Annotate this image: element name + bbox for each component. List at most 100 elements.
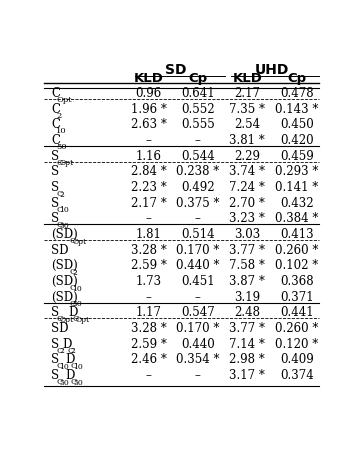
- Text: –: –: [195, 134, 201, 147]
- Text: 0.641: 0.641: [181, 87, 215, 100]
- Text: 0.440: 0.440: [181, 338, 215, 351]
- Text: 0.420: 0.420: [280, 134, 313, 147]
- Text: 2.63 *: 2.63 *: [131, 118, 166, 131]
- Text: C: C: [69, 284, 76, 292]
- Text: 0.544: 0.544: [181, 150, 215, 163]
- Text: 2.59 *: 2.59 *: [131, 338, 166, 351]
- Text: 2.17 *: 2.17 *: [131, 197, 166, 210]
- Text: 50: 50: [59, 222, 69, 230]
- Text: S: S: [51, 353, 59, 366]
- Text: 0.102 *: 0.102 *: [275, 259, 318, 272]
- Text: 7.35 *: 7.35 *: [229, 103, 265, 116]
- Text: 7.14 *: 7.14 *: [229, 338, 265, 351]
- Text: 0.354 *: 0.354 *: [176, 353, 219, 366]
- Text: 0.384 *: 0.384 *: [275, 213, 318, 225]
- Text: –: –: [195, 213, 201, 225]
- Text: S: S: [51, 369, 59, 382]
- Text: C: C: [56, 206, 62, 213]
- Text: 50: 50: [59, 379, 69, 387]
- Text: C: C: [70, 362, 76, 370]
- Text: S: S: [51, 165, 59, 178]
- Text: 0.375 *: 0.375 *: [176, 197, 219, 210]
- Text: 3.81 *: 3.81 *: [229, 134, 265, 147]
- Text: 2: 2: [56, 112, 61, 120]
- Text: 0.409: 0.409: [280, 353, 314, 366]
- Text: 50: 50: [73, 300, 82, 308]
- Text: C: C: [56, 362, 62, 370]
- Text: –: –: [145, 134, 152, 147]
- Text: 0.441: 0.441: [280, 306, 313, 319]
- Text: 10: 10: [56, 127, 67, 135]
- Text: 10: 10: [59, 207, 69, 214]
- Text: 0.492: 0.492: [181, 181, 215, 194]
- Text: –: –: [195, 291, 201, 304]
- Text: –: –: [195, 369, 201, 382]
- Text: 1.81: 1.81: [136, 228, 161, 241]
- Text: 0.440 *: 0.440 *: [176, 259, 219, 272]
- Text: 2.98 *: 2.98 *: [229, 353, 265, 366]
- Text: Opt: Opt: [59, 159, 74, 167]
- Text: C: C: [56, 378, 62, 386]
- Text: Opt: Opt: [76, 316, 90, 324]
- Text: 10: 10: [73, 363, 83, 371]
- Text: C: C: [51, 87, 60, 100]
- Text: 2.54: 2.54: [234, 118, 260, 131]
- Text: S: S: [51, 338, 59, 351]
- Text: 10: 10: [59, 363, 69, 371]
- Text: 2: 2: [59, 347, 64, 355]
- Text: –: –: [145, 213, 152, 225]
- Text: 0.451: 0.451: [181, 275, 215, 288]
- Text: 7.58 *: 7.58 *: [229, 259, 265, 272]
- Text: 0.141 *: 0.141 *: [275, 181, 318, 194]
- Text: 3.28 *: 3.28 *: [131, 322, 166, 335]
- Text: 0.368: 0.368: [280, 275, 313, 288]
- Text: C: C: [73, 315, 79, 323]
- Text: 0.555: 0.555: [181, 118, 215, 131]
- Text: 0.374: 0.374: [280, 369, 314, 382]
- Text: 1.96 *: 1.96 *: [131, 103, 166, 116]
- Text: 0.371: 0.371: [280, 291, 313, 304]
- Text: C: C: [56, 315, 62, 323]
- Text: 2: 2: [73, 269, 78, 277]
- Text: Cp: Cp: [287, 73, 306, 85]
- Text: 50: 50: [73, 379, 83, 387]
- Text: 0.450: 0.450: [280, 118, 314, 131]
- Text: S: S: [51, 181, 59, 194]
- Text: 2.17: 2.17: [234, 87, 260, 100]
- Text: 3.74 *: 3.74 *: [229, 165, 265, 178]
- Text: 2.70 *: 2.70 *: [229, 197, 265, 210]
- Text: Cp: Cp: [188, 73, 207, 85]
- Text: 0.432: 0.432: [280, 197, 313, 210]
- Text: D: D: [68, 306, 77, 319]
- Text: D: D: [65, 353, 74, 366]
- Text: S: S: [51, 306, 59, 319]
- Text: UHD: UHD: [255, 63, 289, 77]
- Text: –: –: [145, 291, 152, 304]
- Text: C: C: [51, 134, 60, 147]
- Text: 0.552: 0.552: [181, 103, 215, 116]
- Text: 3.77 *: 3.77 *: [229, 243, 265, 257]
- Text: (SD): (SD): [51, 275, 78, 288]
- Text: 2.23 *: 2.23 *: [131, 181, 166, 194]
- Text: S: S: [51, 213, 59, 225]
- Text: C: C: [69, 299, 76, 308]
- Text: 3.03: 3.03: [234, 228, 261, 241]
- Text: C: C: [69, 268, 76, 276]
- Text: 3.87 *: 3.87 *: [229, 275, 265, 288]
- Text: C: C: [70, 378, 76, 386]
- Text: S: S: [51, 197, 59, 210]
- Text: 1.73: 1.73: [136, 275, 161, 288]
- Text: (SD): (SD): [51, 291, 78, 304]
- Text: 2.59 *: 2.59 *: [131, 259, 166, 272]
- Text: 0.293 *: 0.293 *: [275, 165, 318, 178]
- Text: 0.238 *: 0.238 *: [176, 165, 219, 178]
- Text: 0.413: 0.413: [280, 228, 313, 241]
- Text: 3.77 *: 3.77 *: [229, 322, 265, 335]
- Text: KLD: KLD: [232, 73, 262, 85]
- Text: 2: 2: [59, 191, 64, 199]
- Text: 0.170 *: 0.170 *: [176, 243, 219, 257]
- Text: 2.84 *: 2.84 *: [131, 165, 166, 178]
- Text: D: D: [62, 338, 72, 351]
- Text: 2.48: 2.48: [234, 306, 260, 319]
- Text: (SD): (SD): [51, 228, 78, 241]
